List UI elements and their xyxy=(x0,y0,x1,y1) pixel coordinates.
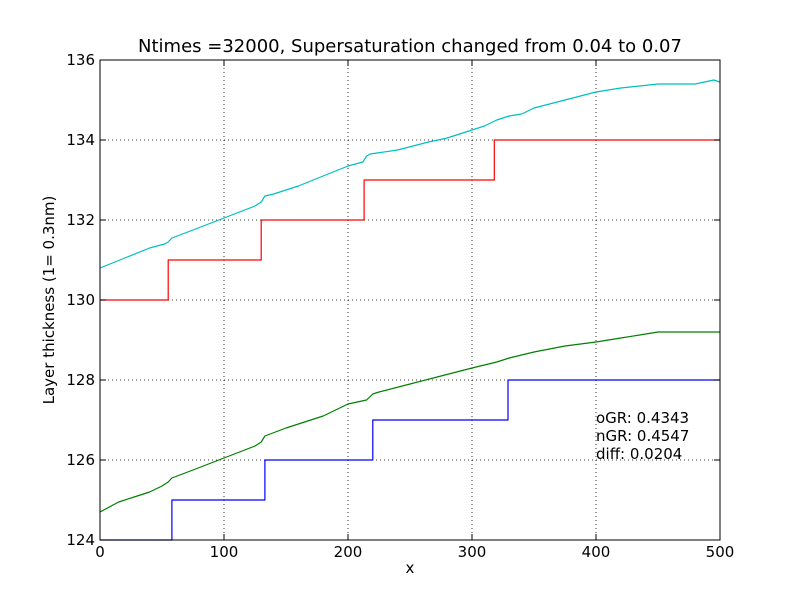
y-tick-label: 134 xyxy=(66,131,95,149)
diff-annotation: diff: 0.0204 xyxy=(596,445,682,463)
y-tick-label: 132 xyxy=(66,211,95,229)
x-tick-label: 400 xyxy=(582,543,611,561)
chart-title: Ntimes =32000, Supersaturation changed f… xyxy=(138,36,682,57)
series-cyan-line xyxy=(99,79,721,269)
y-tick-label: 130 xyxy=(66,291,95,309)
x-tick-label: 0 xyxy=(95,543,105,561)
x-axis-label: x xyxy=(406,559,415,577)
ticks: 0 100 200 300 400 500 124 126 128 130 132 134 136 xyxy=(66,51,734,561)
series-blue-step-line xyxy=(100,379,720,541)
ngr-annotation: nGR: 0.4547 xyxy=(596,427,689,445)
y-tick-label: 126 xyxy=(66,451,95,469)
x-tick-label: 100 xyxy=(210,543,239,561)
y-axis-label: Layer thickness (1= 0.3nm) xyxy=(40,196,58,405)
ogr-annotation: oGR: 0.4343 xyxy=(596,409,689,427)
plot-lines xyxy=(99,79,721,541)
stats-annotation: oGR: 0.4343 nGR: 0.4547 diff: 0.0204 xyxy=(596,409,689,463)
series-red-step-line xyxy=(100,139,720,301)
x-tick-label: 500 xyxy=(706,543,735,561)
y-tick-label: 136 xyxy=(66,51,95,69)
y-tick-label: 124 xyxy=(66,531,95,549)
series-green-line xyxy=(99,331,720,513)
x-tick-label: 300 xyxy=(458,543,487,561)
y-tick-label: 128 xyxy=(66,371,95,389)
x-tick-label: 200 xyxy=(334,543,363,561)
